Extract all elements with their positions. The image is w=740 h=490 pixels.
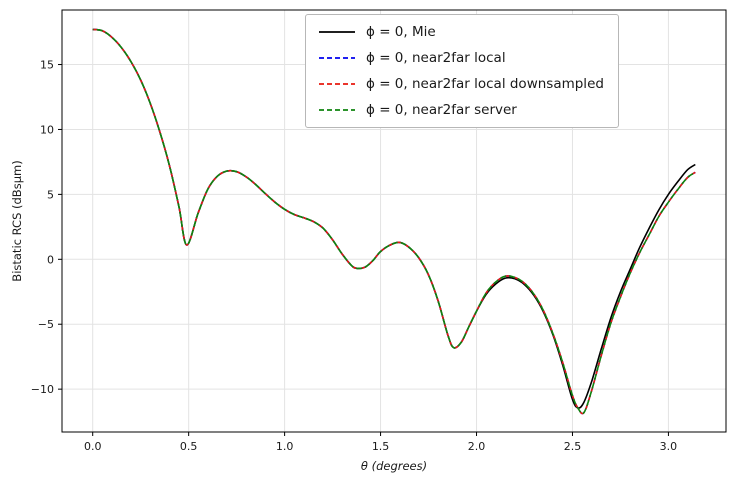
- x-axis-label: θ (degrees): [360, 459, 428, 473]
- x-tick-label: 3.0: [660, 440, 678, 453]
- y-tick-label: −10: [31, 383, 54, 396]
- legend-item-2: ϕ = 0, near2far local downsampled: [318, 76, 604, 92]
- y-tick-label: 10: [40, 123, 54, 136]
- legend-item-1: ϕ = 0, near2far local: [318, 50, 604, 66]
- y-tick-label: 0: [47, 253, 54, 266]
- x-tick-label: 1.0: [276, 440, 294, 453]
- legend-item-0: ϕ = 0, Mie: [318, 24, 604, 40]
- legend-line-sample: [319, 109, 355, 111]
- legend-line-sample: [319, 83, 355, 85]
- legend-item-3: ϕ = 0, near2far server: [318, 102, 604, 118]
- series-line-3: [92, 28, 696, 415]
- legend: ϕ = 0, Mie ϕ = 0, near2far local ϕ = 0, ne…: [305, 14, 619, 128]
- x-tick-label: 0.5: [180, 440, 198, 453]
- axes-spine: [61, 9, 727, 433]
- y-tick-label: −5: [38, 318, 54, 331]
- x-tick-label: 0.0: [84, 440, 102, 453]
- legend-line-sample: [319, 57, 355, 59]
- x-tick-label: 2.5: [564, 440, 582, 453]
- legend-label: ϕ = 0, near2far local: [366, 50, 506, 66]
- x-tick-label: 1.5: [372, 440, 390, 453]
- y-axis-label: Bistatic RCS (dBsμm): [10, 160, 24, 282]
- y-tick-label: 5: [47, 188, 54, 201]
- legend-label: ϕ = 0, Mie: [366, 24, 436, 40]
- legend-label: ϕ = 0, near2far local downsampled: [366, 76, 604, 92]
- legend-label: ϕ = 0, near2far server: [366, 102, 517, 118]
- x-tick-label: 2.0: [468, 440, 486, 453]
- legend-line-sample: [319, 31, 355, 33]
- y-tick-label: 15: [40, 59, 54, 72]
